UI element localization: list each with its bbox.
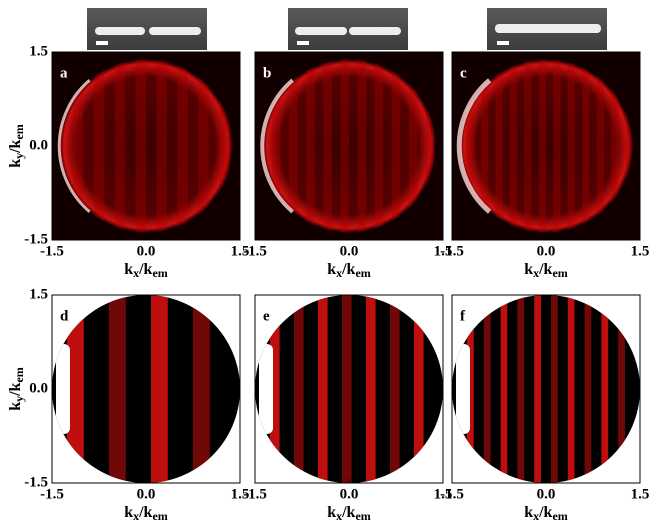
y-tick-label: 0.0	[29, 137, 48, 153]
fourier-disk	[59, 59, 233, 233]
panel-label: a	[60, 65, 68, 81]
stripes	[262, 59, 435, 233]
axis-label: kx/kem	[327, 504, 371, 523]
stripes	[56, 295, 210, 483]
stripes	[59, 59, 230, 233]
rim	[260, 78, 294, 214]
y-tick-label: 1.5	[29, 286, 48, 302]
axis-label: kx/kem	[327, 261, 371, 280]
panel-label: c	[460, 65, 467, 81]
y-tick-label: 1.5	[29, 43, 48, 59]
x-tick-label: -1.5	[440, 486, 464, 502]
rim	[57, 79, 91, 213]
x-tick-label: 0.0	[537, 486, 556, 502]
fourier-disk	[262, 59, 436, 233]
stripes	[456, 295, 625, 483]
x-tick-label: -1.5	[243, 243, 267, 259]
panel: b -1.5 0.0 1.5 kx/kem	[243, 51, 453, 280]
fourier-disk	[459, 59, 633, 233]
y-tick-label: 0.0	[29, 380, 48, 396]
sem-thumbnails	[87, 8, 607, 50]
axis-label: kx/kem	[124, 261, 168, 280]
x-tick-label: 0.0	[340, 243, 359, 259]
x-tick-label: -1.5	[40, 243, 64, 259]
axis-label: ky/kem	[7, 367, 26, 411]
stripes	[259, 295, 424, 483]
x-tick-label: 1.5	[434, 486, 453, 502]
panel-label: f	[460, 308, 466, 324]
x-tick-label: 0.0	[137, 243, 156, 259]
axis-label: kx/kem	[524, 504, 568, 523]
x-tick-label: 1.5	[231, 243, 250, 259]
axis-label: kx/kem	[524, 261, 568, 280]
panel: a -1.5 0.0 1.5 kx/kem -1.5 0.0 1.5 ky/kem	[7, 43, 250, 279]
rim	[456, 78, 492, 214]
axis-label: kx/kem	[124, 504, 168, 523]
x-tick-label: -1.5	[40, 486, 64, 502]
panel: f -1.5 0.0 1.5 kx/kem	[440, 294, 650, 523]
panel: e -1.5 0.0 1.5 kx/kem	[243, 294, 453, 523]
x-tick-label: 0.0	[340, 486, 359, 502]
panel-label: d	[60, 308, 69, 324]
x-tick-label: 1.5	[231, 486, 250, 502]
y-tick-label: -1.5	[24, 231, 48, 247]
panel: c -1.5 0.0 1.5 kx/kem	[440, 51, 650, 280]
x-tick-label: 1.5	[434, 243, 453, 259]
x-tick-label: 0.0	[537, 243, 556, 259]
axis-label: ky/kem	[7, 124, 26, 168]
stripes	[466, 59, 633, 233]
panel-label: b	[263, 65, 271, 81]
y-tick-label: -1.5	[24, 474, 48, 490]
panel-label: e	[263, 308, 270, 324]
simulation-disk	[452, 295, 640, 483]
x-tick-label: 1.5	[631, 243, 650, 259]
x-tick-label: 0.0	[137, 486, 156, 502]
x-tick-label: 1.5	[631, 486, 650, 502]
x-tick-label: -1.5	[440, 243, 464, 259]
x-tick-label: -1.5	[243, 486, 267, 502]
panel: d -1.5 0.0 1.5 kx/kem -1.5 0.0 1.5 ky/kem	[7, 286, 250, 522]
